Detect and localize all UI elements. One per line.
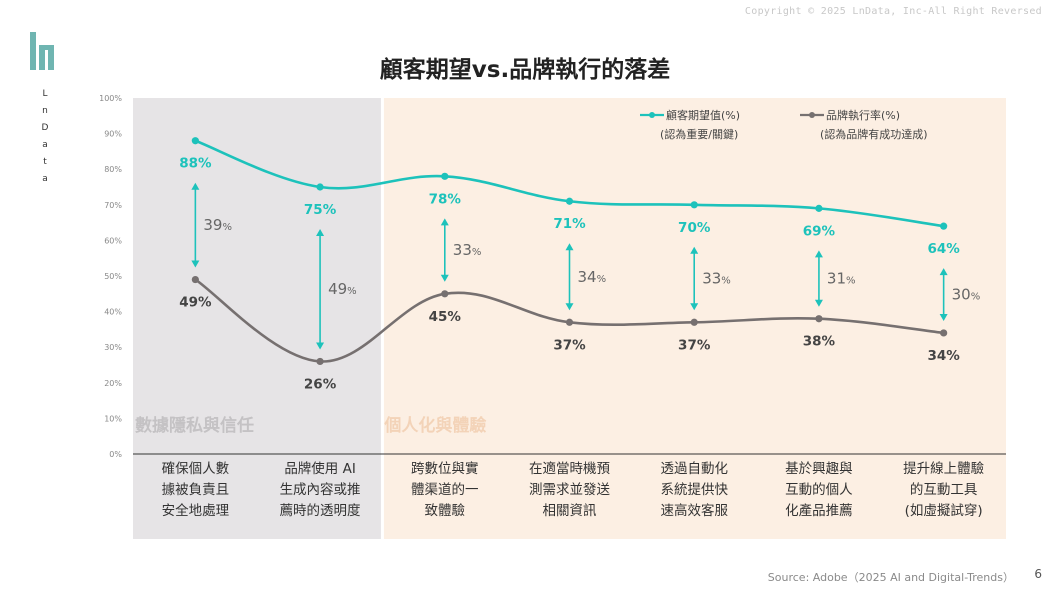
gap-label: 31% [827, 270, 856, 288]
gap-label: 34% [578, 268, 607, 286]
category-label: 相關資訊 [543, 503, 597, 519]
data-point [441, 172, 449, 180]
category-label: 速高效客服 [660, 502, 728, 519]
category-label: 提升線上體驗 [903, 461, 984, 477]
gap-label: 39% [203, 216, 232, 234]
gap-arrow-head [814, 250, 823, 258]
category-label: 的互動工具 [910, 482, 978, 498]
data-label: 64% [927, 241, 960, 257]
y-tick-label: 100% [99, 94, 122, 103]
data-point [940, 329, 948, 337]
category-label: 測需求並發送 [529, 482, 610, 498]
source-note: Source: Adobe（2025 AI and Digital-Trends… [767, 571, 1014, 584]
category-label: 生成內容或推 [280, 481, 361, 498]
lndata-logo-icon [30, 32, 54, 70]
category-label: 跨數位與實 [411, 460, 479, 477]
gap-arrow-head [316, 229, 325, 236]
gap-arrow-head [690, 246, 699, 254]
y-tick-label: 0% [109, 450, 122, 459]
gap-label: 49% [328, 280, 357, 298]
data-label: 37% [553, 337, 586, 353]
copyright-text: Copyright © 2025 LnData, Inc-All Right R… [744, 6, 1042, 17]
category-label: 在適當時機預 [529, 460, 610, 477]
category-label: 據被負責且 [162, 482, 230, 498]
legend-note: (認為重要/關鍵) [660, 127, 738, 141]
gap-arrow-head [440, 218, 449, 226]
gap-arrow-head [690, 303, 699, 311]
data-point [565, 197, 574, 205]
data-point [940, 222, 948, 230]
page-number: 6 [1034, 567, 1042, 581]
gap-arrow-head [565, 303, 574, 311]
data-label: 75% [304, 202, 337, 218]
y-tick-label: 50% [104, 272, 122, 281]
gap-label: 30% [952, 286, 981, 304]
data-label: 34% [927, 348, 960, 364]
legend-label: 品牌執行率(%) [826, 108, 900, 122]
data-label: 26% [304, 376, 337, 392]
gap-arrow-head [191, 260, 200, 268]
data-point [815, 315, 823, 323]
category-label: 系統提供快 [660, 482, 728, 498]
section-label: 個人化與體驗 [383, 415, 486, 436]
category-label: (如虛擬試穿) [905, 503, 983, 519]
gap-arrow-head [316, 342, 325, 350]
data-point [690, 201, 698, 209]
y-tick-label: 30% [104, 343, 122, 352]
gap-arrow-head [939, 268, 948, 276]
data-point [191, 275, 199, 284]
legend-note: (認為品牌有成功達成) [820, 127, 928, 141]
category-label: 化產品推薦 [785, 502, 853, 519]
data-point [441, 290, 449, 298]
section-background [382, 98, 1006, 539]
y-tick-label: 40% [104, 308, 122, 317]
y-tick-label: 60% [104, 236, 122, 245]
data-point [191, 137, 199, 145]
data-point [316, 357, 324, 366]
data-point [565, 318, 574, 326]
category-label: 薦時的透明度 [280, 503, 361, 519]
y-tick-label: 10% [104, 414, 122, 423]
category-label: 確保個人數 [162, 461, 230, 477]
category-label: 基於興趣與 [785, 460, 853, 477]
data-label: 37% [678, 337, 711, 353]
data-point [690, 318, 698, 326]
section-background [133, 98, 383, 539]
data-point [815, 204, 823, 212]
y-tick-label: 20% [104, 379, 122, 388]
data-label: 70% [678, 220, 711, 236]
legend-marker [649, 112, 655, 118]
y-tick-label: 90% [104, 130, 122, 139]
gap-arrow-head [814, 299, 823, 307]
category-label: 體渠道的一 [411, 482, 479, 498]
data-point [316, 183, 324, 191]
page-title: 顧客期望vs.品牌執行的落差 [379, 57, 671, 83]
category-label: 透過自動化 [660, 461, 728, 477]
data-label: 49% [179, 295, 212, 311]
data-label: 71% [553, 216, 586, 232]
y-tick-label: 80% [104, 165, 122, 174]
gap-arrow-head [939, 313, 948, 321]
category-label: 互動的個人 [785, 482, 853, 498]
gap-label: 33% [702, 270, 731, 288]
gap-arrow-head [440, 274, 449, 282]
data-label: 69% [803, 223, 836, 239]
category-label: 致體驗 [425, 503, 466, 519]
data-label: 45% [429, 309, 462, 325]
gap-arrow-head [191, 182, 200, 190]
category-label: 品牌使用 AI [284, 460, 356, 477]
data-label: 78% [429, 191, 462, 207]
data-label: 38% [803, 334, 836, 350]
section-label: 數據隱私與信任 [135, 415, 254, 436]
legend-label: 顧客期望值(%) [666, 108, 740, 122]
y-tick-label: 70% [104, 201, 122, 210]
category-label: 安全地處理 [162, 502, 230, 519]
gap-arrow-head [565, 243, 574, 251]
data-label: 88% [179, 156, 212, 172]
gap-label: 33% [453, 241, 482, 259]
legend-marker [809, 112, 815, 118]
